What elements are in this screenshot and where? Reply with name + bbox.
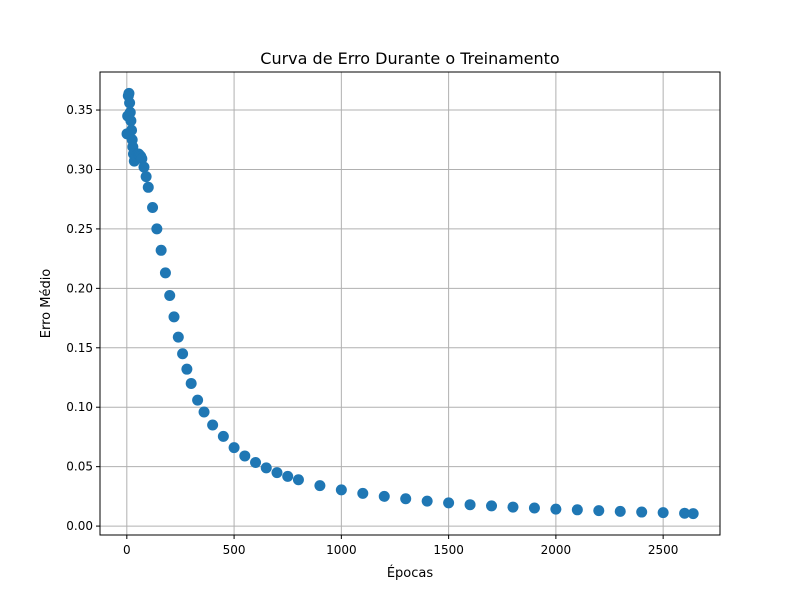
data-point bbox=[136, 153, 148, 165]
x-tick-label: 1500 bbox=[433, 543, 464, 557]
data-point bbox=[207, 419, 219, 431]
data-point bbox=[151, 223, 163, 235]
data-point bbox=[126, 124, 138, 136]
chart-title: Curva de Erro Durante o Treinamento bbox=[260, 49, 559, 68]
data-point bbox=[679, 507, 691, 519]
data-point bbox=[636, 506, 648, 518]
x-axis-ticks: 0 500 1000 1500 2000 2500 bbox=[123, 535, 678, 557]
data-point bbox=[335, 484, 347, 496]
y-tick-label: 0.00 bbox=[66, 519, 93, 533]
data-point bbox=[185, 377, 197, 389]
data-point bbox=[192, 394, 204, 406]
data-point bbox=[217, 430, 229, 442]
data-point bbox=[614, 505, 626, 517]
data-point bbox=[250, 456, 262, 468]
data-point bbox=[168, 311, 180, 323]
data-point bbox=[443, 497, 455, 509]
data-point bbox=[687, 508, 699, 520]
x-tick-label: 0 bbox=[123, 543, 131, 557]
x-tick-label: 2500 bbox=[648, 543, 679, 557]
y-tick-label: 0.35 bbox=[66, 103, 93, 117]
data-point bbox=[164, 289, 176, 301]
data-point bbox=[140, 171, 152, 183]
data-point bbox=[123, 87, 135, 99]
data-point bbox=[177, 348, 189, 360]
data-points bbox=[121, 87, 699, 520]
data-point bbox=[260, 462, 272, 474]
x-tick-label: 1000 bbox=[326, 543, 357, 557]
data-point bbox=[528, 502, 540, 514]
data-point bbox=[400, 493, 412, 505]
x-tick-label: 2000 bbox=[541, 543, 572, 557]
data-point bbox=[292, 474, 304, 486]
y-tick-label: 0.20 bbox=[66, 281, 93, 295]
y-axis-label: Erro Médio bbox=[39, 269, 54, 339]
data-point bbox=[271, 467, 283, 479]
plot-area bbox=[100, 72, 720, 535]
data-point bbox=[181, 363, 193, 375]
data-point bbox=[593, 505, 605, 517]
data-point bbox=[550, 503, 562, 515]
data-point bbox=[172, 331, 184, 343]
y-axis-ticks: 0.00 0.05 0.10 0.15 0.20 0.25 0.30 0.35 bbox=[66, 103, 100, 533]
data-point bbox=[421, 495, 433, 507]
data-point bbox=[198, 406, 210, 418]
data-point bbox=[657, 507, 669, 519]
data-point bbox=[282, 470, 294, 482]
data-point bbox=[125, 115, 137, 127]
data-point bbox=[124, 97, 136, 109]
data-point bbox=[314, 480, 326, 492]
data-point bbox=[142, 181, 154, 193]
data-point bbox=[486, 500, 498, 512]
data-point bbox=[239, 450, 251, 462]
data-point bbox=[464, 499, 476, 511]
y-tick-label: 0.05 bbox=[66, 460, 93, 474]
x-axis-label: Épocas bbox=[387, 565, 434, 581]
data-point bbox=[507, 501, 519, 513]
data-point bbox=[571, 504, 583, 516]
y-tick-label: 0.10 bbox=[66, 400, 93, 414]
y-tick-label: 0.25 bbox=[66, 222, 93, 236]
data-point bbox=[228, 442, 240, 454]
data-point bbox=[155, 244, 167, 256]
plot-frame bbox=[99, 71, 721, 536]
data-point bbox=[124, 106, 136, 118]
y-tick-label: 0.30 bbox=[66, 162, 93, 176]
data-point bbox=[159, 267, 171, 279]
data-point bbox=[138, 161, 150, 173]
data-point bbox=[357, 487, 369, 499]
data-point bbox=[147, 202, 159, 214]
data-point bbox=[378, 490, 390, 502]
y-tick-label: 0.15 bbox=[66, 341, 93, 355]
x-tick-label: 500 bbox=[223, 543, 246, 557]
